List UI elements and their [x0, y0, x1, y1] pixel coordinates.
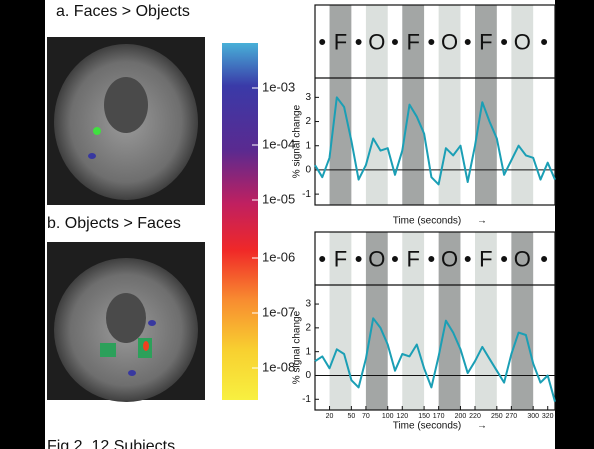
block-label: O — [441, 29, 458, 54]
separator: • — [391, 246, 399, 271]
separator: • — [391, 29, 399, 54]
separator: • — [540, 29, 548, 54]
block-label: F — [479, 246, 492, 271]
x-tick-label: 70 — [362, 413, 370, 420]
caption: Fig 2. 12 Subjects — [47, 438, 175, 449]
block-label: F — [334, 246, 347, 271]
separator: • — [428, 246, 436, 271]
y-tick-label: -1 — [302, 394, 311, 405]
separator: • — [540, 246, 548, 271]
block-label: O — [514, 29, 531, 54]
y-axis-label: % signal change — [292, 310, 303, 384]
panel-label: b. Objects > Faces — [47, 215, 181, 232]
x-tick-label: 20 — [326, 413, 334, 420]
x-tick-label: 300 — [527, 413, 539, 420]
separator: • — [464, 29, 472, 54]
colorbar-label: 1e-07 — [262, 304, 295, 319]
y-tick-label: 2 — [305, 322, 311, 333]
x-axis-label: Time (seconds) — [393, 421, 462, 432]
x-tick-label: 270 — [506, 413, 518, 420]
brain-image — [47, 37, 205, 205]
x-tick-label: 220 — [469, 413, 481, 420]
block-label: F — [334, 29, 347, 54]
separator: • — [355, 29, 363, 54]
separator: • — [355, 246, 363, 271]
block-label: O — [368, 29, 385, 54]
block-label: O — [441, 246, 458, 271]
brain-image — [47, 242, 205, 402]
block-label: F — [406, 29, 419, 54]
colorbar-label: 1e-08 — [262, 359, 295, 374]
panel-label: a. Faces > Objects — [56, 3, 190, 20]
colorbar — [222, 43, 258, 400]
x-axis-arrow: → — [477, 216, 487, 227]
x-axis-arrow: → — [477, 421, 487, 432]
y-tick-label: 1 — [305, 140, 311, 151]
separator: • — [318, 246, 326, 271]
x-tick-label: 320 — [542, 413, 554, 420]
y-tick-label: 2 — [305, 116, 311, 127]
colorbar-label: 1e-04 — [262, 136, 295, 151]
separator: • — [428, 29, 436, 54]
colorbar-label: 1e-05 — [262, 191, 295, 206]
block-label: O — [514, 246, 531, 271]
y-tick-label: 3 — [305, 92, 311, 103]
x-tick-label: 120 — [396, 413, 408, 420]
y-axis-label: % signal change — [292, 104, 303, 178]
colorbar-label: 1e-03 — [262, 79, 295, 94]
y-tick-label: 0 — [305, 165, 311, 176]
separator: • — [464, 246, 472, 271]
x-tick-label: 200 — [455, 413, 467, 420]
separator: • — [500, 246, 508, 271]
y-tick-label: 3 — [305, 299, 311, 310]
x-tick-label: 100 — [382, 413, 394, 420]
x-axis-label: Time (seconds) — [393, 216, 462, 227]
figure: a. Faces > Objects b. Objects > Faces Fi… — [0, 0, 594, 449]
colorbar-label: 1e-06 — [262, 249, 295, 264]
y-tick-label: 1 — [305, 346, 311, 357]
block-label: O — [368, 246, 385, 271]
x-tick-label: 250 — [491, 413, 503, 420]
block-label: F — [479, 29, 492, 54]
x-tick-label: 50 — [347, 413, 355, 420]
x-tick-label: 170 — [433, 413, 445, 420]
separator: • — [318, 29, 326, 54]
separator: • — [500, 29, 508, 54]
y-tick-label: 0 — [305, 370, 311, 381]
x-tick-label: 150 — [418, 413, 430, 420]
y-tick-label: -1 — [302, 189, 311, 200]
block-label: F — [406, 246, 419, 271]
